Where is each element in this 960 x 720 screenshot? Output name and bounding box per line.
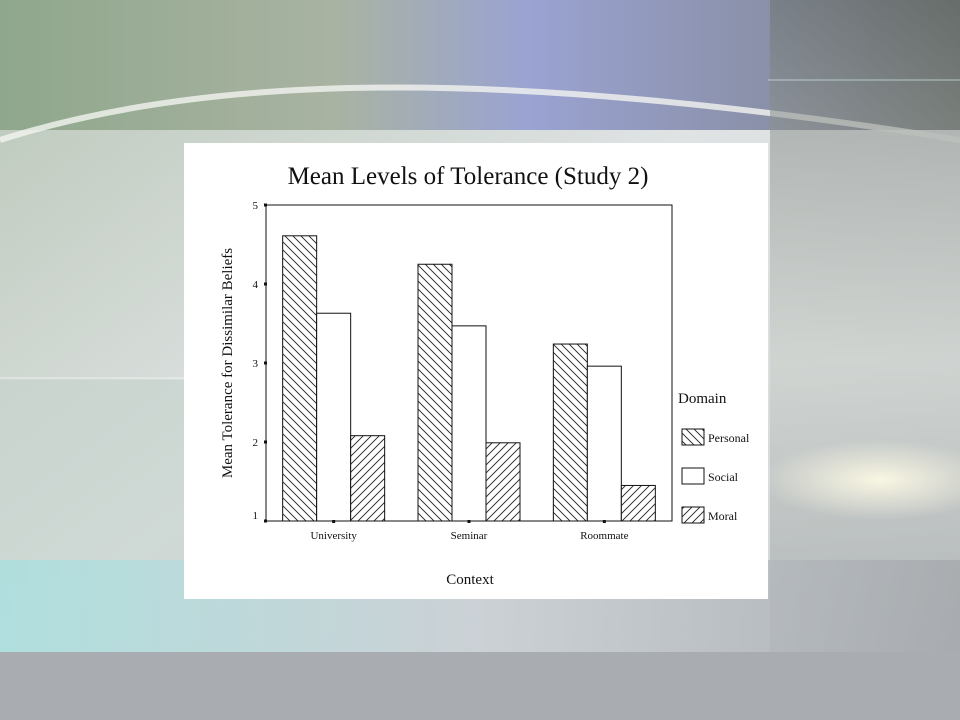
legend-swatch-moral (681, 506, 705, 524)
y-tick-label: 3 (253, 358, 259, 370)
bar-social-seminar (451, 325, 487, 522)
chart-panel: Mean Levels of Tolerance (Study 2) 1 2 3 4 5… (184, 143, 768, 599)
bar-moral-roommate (620, 484, 656, 522)
y-tick-label: 5 (253, 200, 259, 212)
y-tick-label: 1 (253, 510, 259, 522)
legend-label-social: Social (708, 470, 739, 484)
y-tick-label: 2 (253, 437, 259, 449)
legend: Personal Social Moral (681, 428, 750, 524)
x-tick-label: University (310, 530, 357, 542)
y-tick-mark (264, 203, 267, 207)
x-axis-label: Context (446, 572, 494, 588)
plot-area: 1 2 3 4 5 University Seminar Roommate (253, 200, 673, 542)
bar-social-roommate (586, 365, 622, 522)
bar-personal-roommate (552, 343, 588, 522)
bar-personal-seminar (417, 263, 453, 522)
x-tick-mark (467, 520, 471, 523)
legend-swatch-social (681, 467, 705, 485)
chart-title: Mean Levels of Tolerance (Study 2) (288, 163, 649, 190)
y-tick-mark (264, 519, 267, 523)
y-tick-label: 4 (253, 279, 259, 291)
chart: Mean Levels of Tolerance (Study 2) 1 2 3 4 5… (220, 163, 750, 588)
x-tick-mark (332, 520, 336, 523)
x-tick-label: Roommate (580, 530, 628, 542)
y-axis-label: Mean Tolerance for Dissimilar Beliefs (220, 248, 236, 478)
x-tick-mark (602, 520, 606, 523)
y-tick-mark (264, 282, 267, 286)
legend-label-personal: Personal (708, 431, 750, 445)
bar-moral-seminar (485, 442, 521, 522)
y-tick-mark (264, 361, 267, 365)
y-tick-mark (264, 440, 267, 444)
x-tick-label: Seminar (451, 530, 488, 542)
bar-personal-university (282, 235, 318, 522)
bar-moral-university (350, 435, 386, 522)
legend-swatch-personal (681, 428, 705, 446)
legend-title: Domain (678, 391, 727, 407)
legend-label-moral: Moral (708, 509, 738, 523)
bar-social-university (316, 312, 352, 522)
